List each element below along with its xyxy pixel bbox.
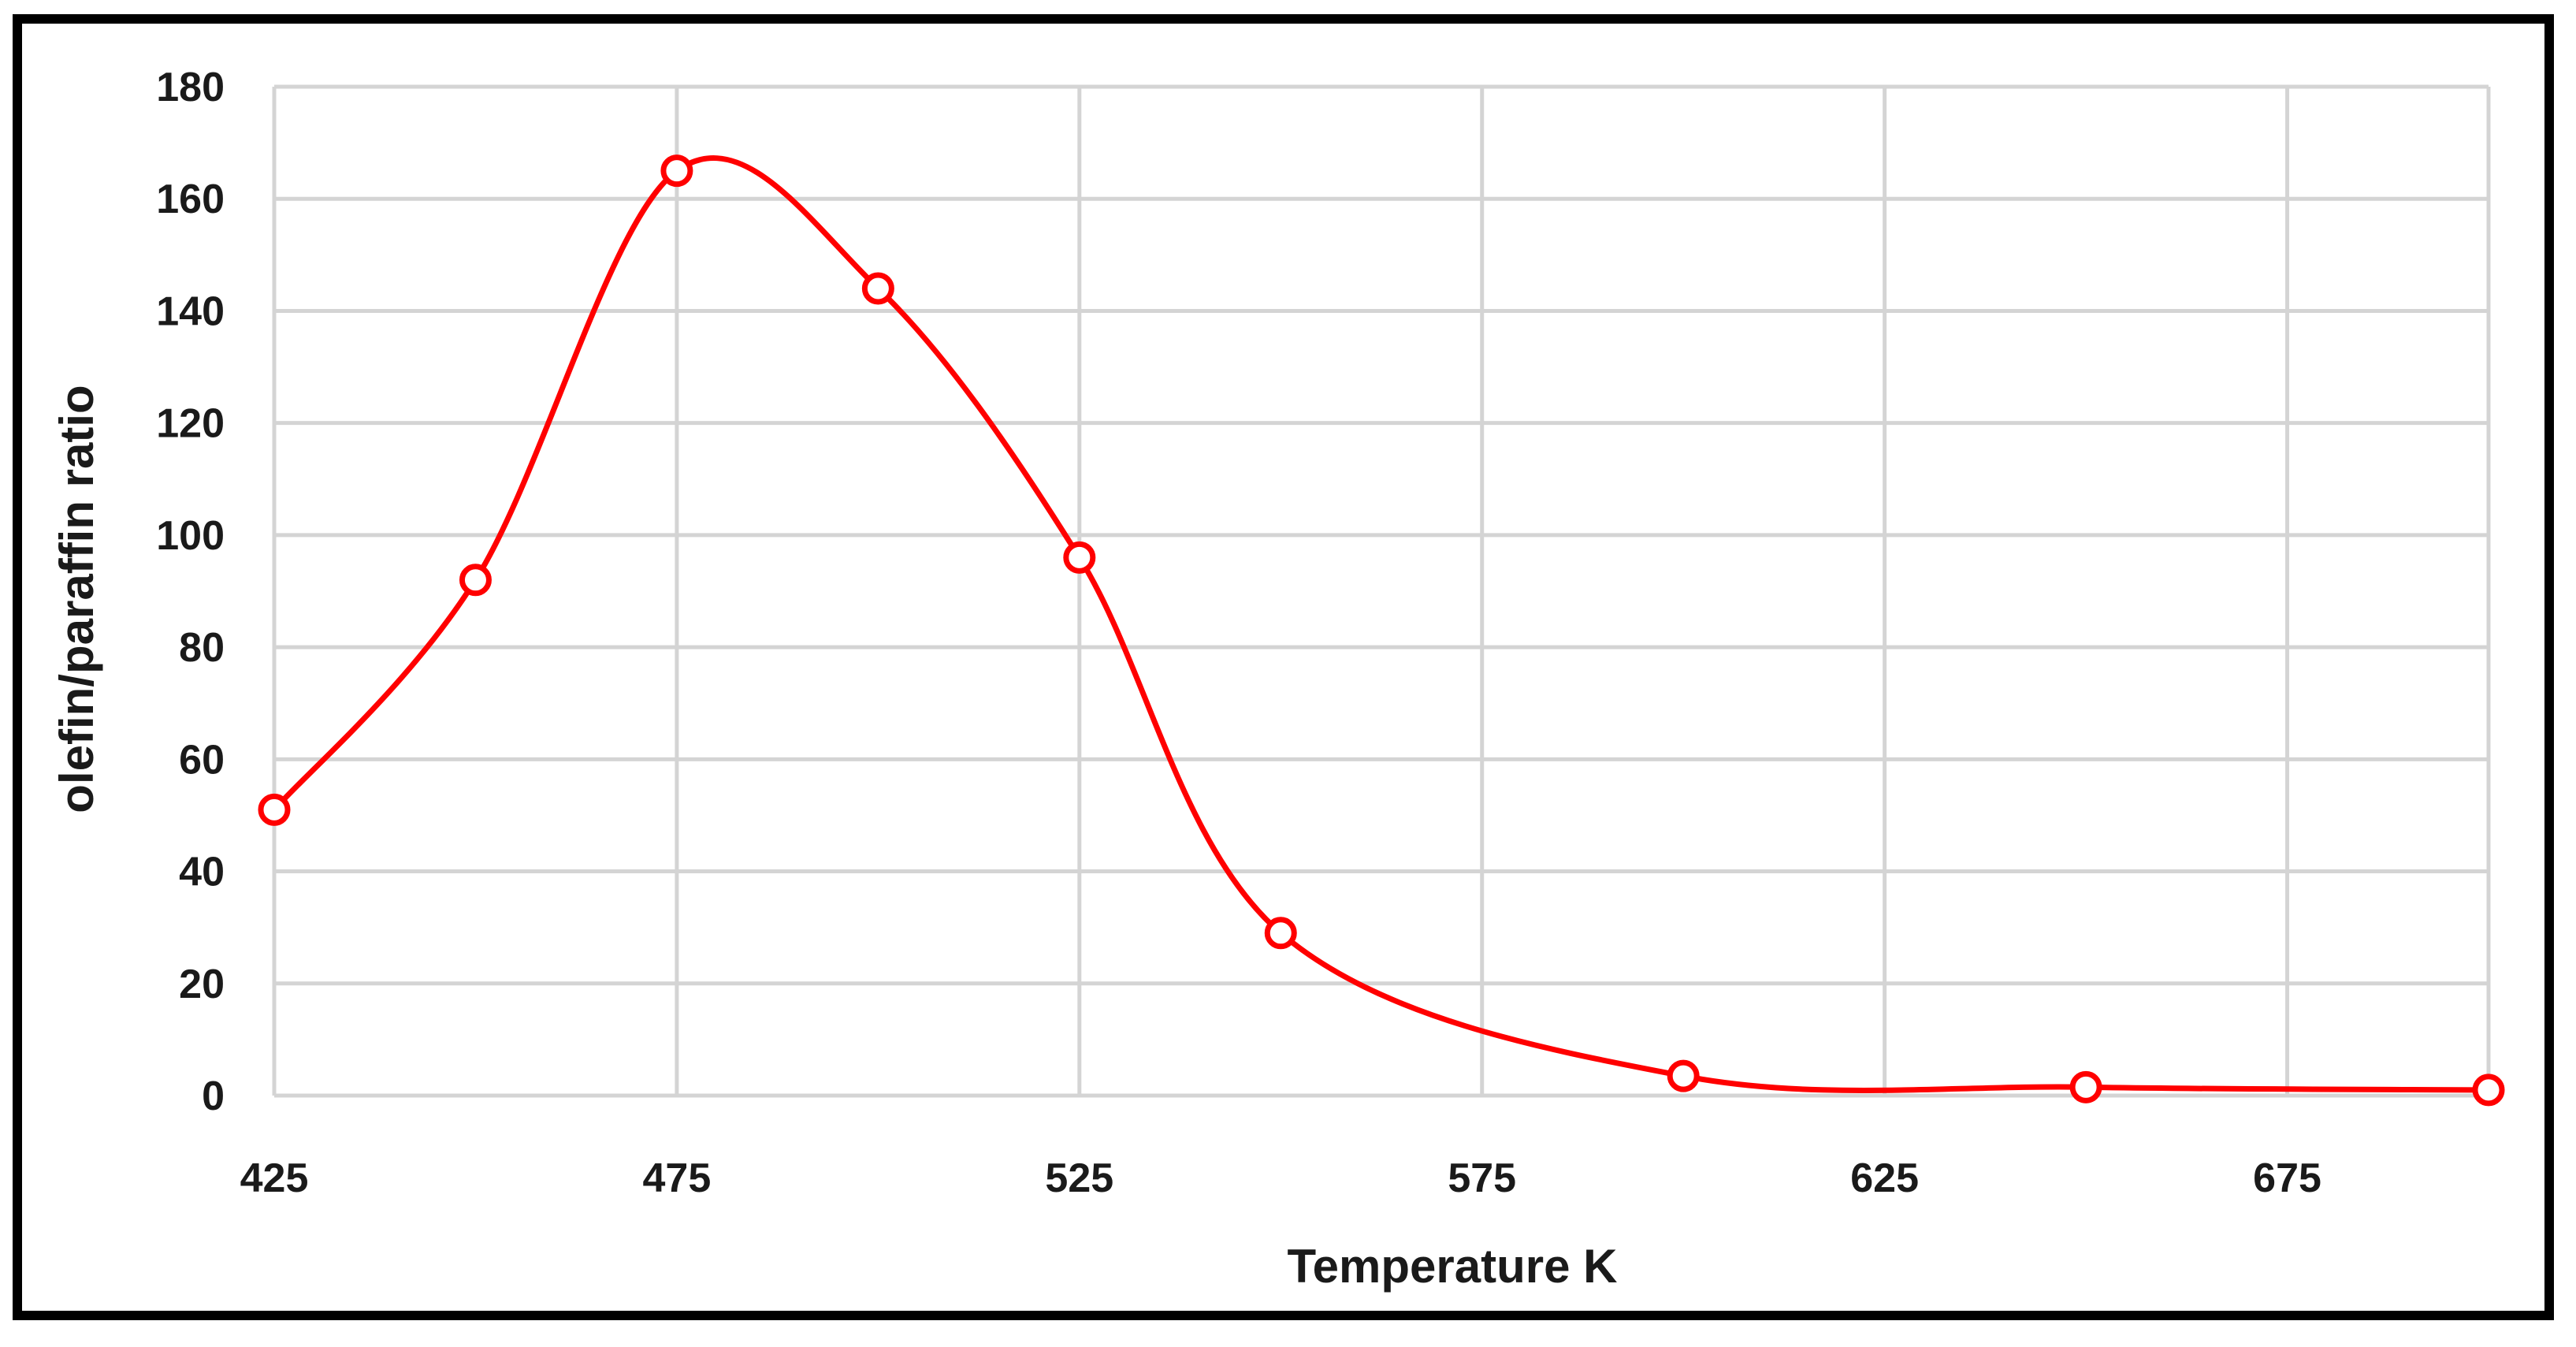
x-tick-label: 625 [1850, 1155, 1919, 1201]
y-tick-label: 20 [179, 962, 225, 1007]
vertical-gridlines [272, 87, 2491, 1096]
data-point [861, 272, 894, 305]
y-tick-label: 100 [156, 513, 225, 559]
chart-frame [13, 14, 2554, 1320]
x-tick-label: 675 [2253, 1155, 2321, 1201]
x-tick-label: 525 [1045, 1155, 1113, 1201]
series-line [272, 155, 2489, 1093]
data-point [1667, 1059, 1700, 1092]
y-tick-label: 160 [156, 177, 225, 222]
data-point [1264, 917, 1297, 950]
x-tick-label: 425 [240, 1155, 309, 1201]
y-tick-label: 0 [202, 1074, 225, 1119]
data-point [660, 154, 693, 188]
x-tick-label: 575 [1448, 1155, 1516, 1201]
y-tick-labels: 0 20 40 60 80 100 120 140 160 180 [156, 65, 225, 1119]
x-tick-labels: 425 475 525 575 625 675 [240, 1155, 2321, 1201]
y-tick-label: 140 [156, 288, 225, 334]
x-tick-label: 475 [643, 1155, 712, 1201]
data-point [2472, 1074, 2505, 1107]
data-point [2069, 1070, 2102, 1103]
data-markers [258, 154, 2505, 1107]
data-point [1063, 541, 1096, 574]
data-point [459, 564, 492, 597]
y-tick-label: 60 [179, 737, 225, 783]
x-axis-title: Temperature K [1287, 1240, 1617, 1293]
y-tick-label: 40 [179, 850, 225, 895]
y-tick-label: 120 [156, 401, 225, 447]
horizontal-gridlines [274, 84, 2489, 986]
y-axis-title: olefin/paraffin ratio [50, 385, 103, 813]
y-tick-label: 180 [156, 65, 225, 110]
y-tick-label: 80 [179, 625, 225, 671]
data-point [258, 793, 291, 826]
